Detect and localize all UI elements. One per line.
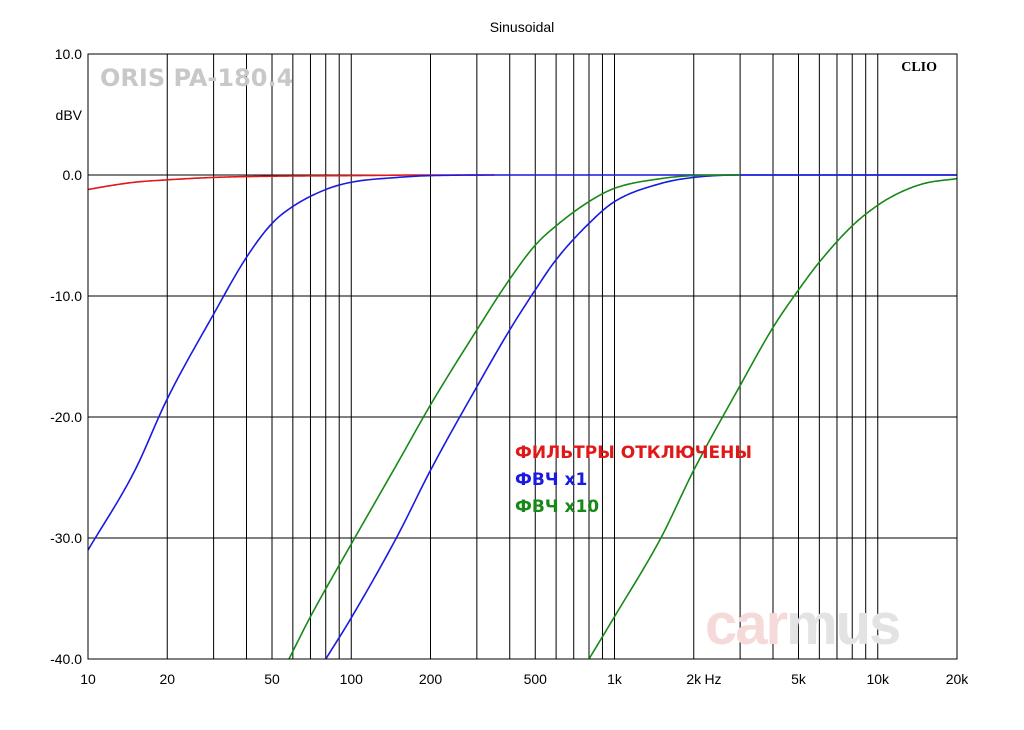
legend-entry: ФВЧ x10 (515, 497, 599, 517)
legend-entry: ФВЧ x1 (515, 470, 587, 490)
y-tick-label: -10.0 (50, 288, 82, 304)
watermark-car-part: car (705, 592, 788, 657)
x-tick-label: 2k (686, 671, 702, 687)
series-line-5 (588, 177, 958, 660)
y-tick-label: -40.0 (50, 651, 82, 667)
series-line-4 (288, 174, 741, 660)
watermark: carmus (705, 592, 901, 657)
x-tick-label: 5k (791, 671, 807, 687)
plot-area (88, 54, 957, 659)
model-label: ORIS PA-180.4 (100, 64, 293, 92)
svg-text:carmus: carmus (705, 592, 899, 657)
y-tick-label: 0.0 (63, 167, 83, 183)
y-tick-label: -20.0 (50, 409, 82, 425)
y-axis-ticks: 10.0 0.0 -10.0 -20.0 -30.0 -40.0 (50, 46, 82, 667)
watermark-mus-part: mus (786, 592, 899, 657)
x-tick-label: 50 (264, 671, 280, 687)
series-layer (87, 174, 958, 660)
series-line-3 (325, 174, 957, 660)
legend-entry: ФИЛЬТРЫ ОТКЛЮЧЕНЫ (515, 443, 752, 463)
x-tick-label: 1k (607, 671, 623, 687)
x-tick-label: 100 (340, 671, 364, 687)
clio-brand-label: CLIO (901, 60, 937, 75)
x-tick-label: 500 (524, 671, 548, 687)
y-axis-unit-label: dBV (56, 107, 83, 123)
x-tick-label: 10k (866, 671, 890, 687)
plot-frame (87, 53, 958, 660)
x-tick-label: 20k (946, 671, 970, 687)
y-tick-label: -30.0 (50, 530, 82, 546)
legend: ФИЛЬТРЫ ОТКЛЮЧЕНЫ ФВЧ x1 ФВЧ x10 (515, 443, 752, 517)
x-tick-label: 20 (159, 671, 175, 687)
chart-title: Sinusoidal (490, 19, 555, 35)
x-axis-ticks: 10 20 50 100 200 500 1k 2k 5k 10k 20k (80, 671, 969, 687)
y-tick-label: 10.0 (55, 46, 82, 62)
x-tick-label: 200 (419, 671, 443, 687)
x-tick-label: 10 (80, 671, 96, 687)
x-axis-unit-label: Hz (704, 671, 721, 687)
